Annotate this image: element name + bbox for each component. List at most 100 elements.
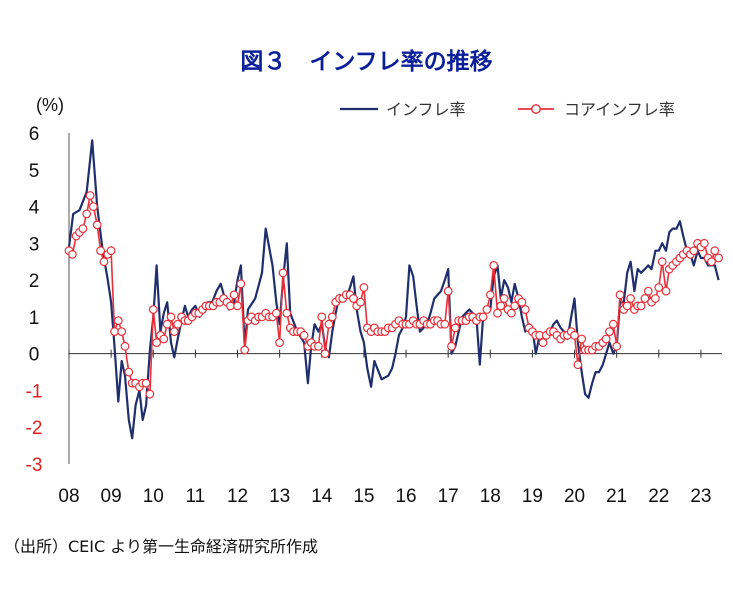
core-inflation-point bbox=[517, 297, 527, 307]
y-tick-label: 2 bbox=[29, 271, 40, 292]
x-tick-label: 19 bbox=[522, 486, 543, 507]
core-inflation-point bbox=[166, 312, 176, 322]
core-inflation-point bbox=[359, 283, 369, 292]
x-tick-label: 21 bbox=[606, 486, 627, 507]
x-tick-label: 18 bbox=[480, 486, 501, 507]
core-inflation-point bbox=[657, 257, 667, 267]
y-tick-label: -3 bbox=[26, 455, 43, 476]
core-inflation-point bbox=[229, 290, 239, 300]
core-inflation-point bbox=[654, 283, 664, 292]
y-tick-label: 6 bbox=[29, 124, 40, 145]
core-inflation-point bbox=[577, 334, 587, 344]
core-inflation-point bbox=[626, 294, 635, 303]
core-inflation-point bbox=[282, 308, 292, 318]
core-inflation-point bbox=[699, 238, 709, 248]
x-tick-label: 11 bbox=[186, 486, 206, 507]
core-inflation-point bbox=[510, 301, 520, 311]
core-inflation-point bbox=[356, 297, 365, 307]
legend-core-marker bbox=[531, 104, 541, 114]
page-title: 図３ インフレ率の推移 bbox=[240, 49, 493, 75]
legend-label-core: コアインフレ率 bbox=[564, 100, 675, 119]
core-inflation-point bbox=[120, 341, 130, 351]
core-inflation-point bbox=[573, 360, 583, 370]
core-inflation-point bbox=[612, 341, 622, 351]
core-inflation-point bbox=[278, 268, 288, 278]
core-inflation-point bbox=[240, 345, 250, 355]
core-inflation-point bbox=[615, 290, 625, 300]
core-inflation-point bbox=[159, 334, 169, 344]
core-inflation-point bbox=[141, 378, 151, 388]
core-inflation-point bbox=[85, 191, 95, 200]
source-note: （出所）CEIC より第一生命経済研究所作成 bbox=[4, 537, 318, 556]
core-inflation-point bbox=[489, 261, 499, 270]
core-inflation-point bbox=[314, 341, 323, 351]
core-inflation-point bbox=[99, 257, 109, 267]
y-tick-label: -2 bbox=[26, 418, 43, 439]
core-inflation-point bbox=[608, 319, 618, 329]
core-inflation-point bbox=[636, 301, 646, 311]
legend-label-headline: インフレ率 bbox=[386, 100, 466, 119]
core-inflation-point bbox=[496, 301, 506, 311]
core-inflation-point bbox=[349, 294, 358, 303]
core-inflation-point bbox=[145, 389, 155, 399]
core-inflation-point bbox=[327, 312, 337, 322]
x-tick-label: 22 bbox=[648, 486, 669, 507]
x-tick-label: 12 bbox=[227, 486, 248, 507]
y-tick-label: 4 bbox=[29, 198, 40, 219]
core-inflation-point bbox=[324, 319, 334, 329]
core-inflation-point bbox=[106, 246, 116, 256]
core-inflation-point bbox=[275, 338, 285, 348]
core-inflation-point bbox=[236, 279, 246, 289]
core-inflation-point bbox=[78, 224, 88, 234]
core-inflation-point bbox=[82, 209, 92, 219]
x-tick-label: 09 bbox=[101, 486, 122, 507]
core-inflation-point bbox=[447, 341, 456, 351]
x-tick-label: 15 bbox=[353, 486, 374, 507]
core-inflation-point bbox=[233, 301, 242, 311]
core-inflation-point bbox=[507, 308, 516, 318]
x-tick-label: 10 bbox=[143, 486, 164, 507]
core-inflation-point bbox=[605, 327, 614, 337]
core-inflation-point bbox=[124, 367, 134, 377]
core-inflation-point bbox=[485, 290, 495, 300]
core-inflation-point bbox=[110, 327, 119, 337]
core-inflation-point bbox=[499, 294, 509, 303]
core-inflation-point bbox=[113, 316, 123, 326]
core-inflation-point bbox=[640, 294, 650, 303]
x-tick-label: 20 bbox=[564, 486, 585, 507]
core-inflation-point bbox=[299, 330, 309, 340]
y-axis-unit-label: (%) bbox=[36, 95, 64, 115]
core-inflation-point bbox=[538, 338, 548, 348]
core-inflation-point bbox=[643, 286, 653, 296]
core-inflation-point bbox=[689, 246, 699, 256]
y-tick-label: 3 bbox=[29, 234, 40, 255]
core-inflation-point bbox=[169, 327, 179, 337]
core-inflation-point bbox=[707, 257, 716, 267]
core-inflation-point bbox=[493, 308, 502, 318]
core-inflation-point bbox=[570, 330, 579, 340]
core-inflation-point bbox=[714, 253, 723, 263]
core-inflation-point bbox=[440, 319, 450, 329]
core-inflation-point bbox=[482, 305, 492, 314]
core-inflation-point bbox=[152, 338, 162, 348]
series-layer bbox=[64, 139, 723, 440]
core-inflation-point bbox=[443, 286, 453, 296]
core-inflation-point bbox=[317, 312, 327, 322]
y-tick-label: 1 bbox=[29, 308, 40, 329]
chart-legend: インフレ率 コアインフレ率 bbox=[340, 100, 675, 119]
core-inflation-point bbox=[117, 327, 127, 337]
x-tick-label: 13 bbox=[269, 486, 290, 507]
core-inflation-point bbox=[601, 334, 611, 344]
y-tick-label: -1 bbox=[26, 381, 43, 402]
core-inflation-point bbox=[96, 246, 105, 256]
core-inflation-point bbox=[450, 323, 460, 333]
y-tick-label: 0 bbox=[29, 345, 40, 366]
core-inflation-point bbox=[710, 246, 720, 256]
core-inflation-point bbox=[320, 349, 330, 359]
core-inflation-point bbox=[520, 305, 530, 314]
y-tick-label: 5 bbox=[29, 161, 40, 182]
x-tick-label: 23 bbox=[690, 486, 711, 507]
core-inflation-point bbox=[622, 301, 632, 311]
